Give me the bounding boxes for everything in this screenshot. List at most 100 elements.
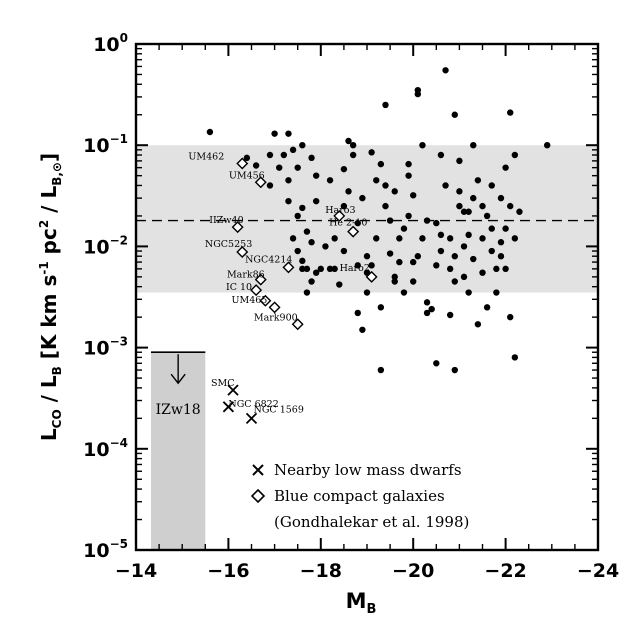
data-point-circle (460, 208, 468, 215)
data-point-circle (479, 269, 486, 276)
data-point-diamond (347, 225, 360, 238)
data-point-circle (516, 208, 523, 215)
data-point-circle (470, 255, 477, 263)
data-point-circle (437, 247, 445, 255)
data-point-circle (382, 182, 389, 189)
y-tick-label: 10−1 (83, 132, 128, 157)
data-point-circle (502, 225, 509, 232)
data-point-circle (373, 177, 380, 184)
data-point-circle (483, 212, 491, 220)
shaded-band (136, 145, 598, 293)
data-point-circle (308, 278, 315, 285)
data-points-layer (206, 67, 551, 424)
point-label: SMC (211, 378, 235, 389)
data-point-diamond (291, 318, 304, 331)
point-label: IC 10 (226, 282, 252, 293)
x-tick-label: −22 (484, 560, 526, 582)
data-point-circle (308, 239, 315, 246)
y-tick-label: 10−4 (83, 436, 128, 461)
data-point-circle (299, 204, 306, 212)
data-point-circle (419, 142, 426, 149)
data-point-circle (312, 172, 320, 179)
data-point-circle (488, 247, 495, 255)
data-point-circle (507, 109, 514, 116)
data-point-circle (299, 257, 306, 265)
data-point-circle (497, 239, 505, 246)
y-tick-label: 100 (93, 31, 128, 56)
data-point-circle (405, 160, 412, 168)
shaded-band-layer (136, 145, 598, 293)
y-tick-label: 10−5 (83, 537, 128, 562)
legend: Nearby low mass dwarfs Blue compact galax… (250, 461, 469, 531)
data-point-circle (340, 247, 348, 255)
data-point-circle (470, 194, 477, 202)
data-point-circle (308, 154, 315, 162)
data-point-circle (243, 154, 251, 162)
data-point-cross (222, 401, 235, 413)
data-point-circle (433, 262, 440, 269)
data-point-circle (497, 194, 505, 202)
data-point-circle (331, 265, 338, 273)
data-point-circle (317, 265, 324, 273)
data-point-circle (391, 273, 398, 281)
data-point-circle (354, 309, 361, 317)
data-point-circle (303, 265, 311, 273)
data-point-circle (474, 321, 482, 328)
data-point-circle (299, 142, 306, 149)
data-point-circle (363, 289, 371, 296)
data-point-circle (451, 111, 458, 118)
data-point-circle (303, 289, 311, 296)
data-point-circle (377, 304, 385, 311)
data-point-circle (391, 188, 398, 195)
data-point-circle (345, 188, 352, 195)
data-point-circle (423, 299, 431, 306)
data-point-diamond (231, 221, 244, 234)
data-point-circle (488, 182, 495, 189)
point-label: UM462 (188, 151, 224, 162)
data-point-circle (497, 253, 505, 260)
data-point-diamond (282, 261, 295, 274)
data-point-circle (386, 250, 394, 257)
data-point-circle (382, 101, 389, 109)
data-point-circle (386, 217, 394, 224)
y-axis-label: LCO / LB [K km s-1 pc2 / LB,⊙] (37, 153, 64, 441)
data-point-circle (465, 208, 472, 215)
data-point-circle (543, 142, 551, 149)
data-point-circle (294, 247, 301, 255)
data-point-circle (446, 311, 454, 319)
data-point-circle (502, 265, 509, 273)
data-point-circle (354, 219, 361, 227)
data-point-circle (414, 253, 422, 260)
data-point-circle (442, 67, 449, 74)
data-point-circle (285, 130, 292, 137)
data-point-circle (451, 366, 458, 374)
data-point-circle (340, 202, 348, 210)
data-point-circle (280, 151, 288, 159)
point-label: He 2-10 (329, 218, 367, 229)
x-tick-label: −18 (300, 560, 342, 582)
data-point-circle (488, 225, 495, 232)
data-point-circle (507, 202, 514, 210)
data-point-circle (359, 326, 366, 333)
legend-diamond-marker (250, 488, 266, 504)
data-point-circle (396, 258, 403, 266)
data-point-circle (349, 151, 357, 159)
data-point-circle (423, 217, 431, 224)
data-point-circle (331, 235, 338, 242)
point-label: IIZw40 (209, 215, 243, 226)
data-point-circle (363, 269, 371, 276)
data-point-circle (377, 160, 385, 168)
data-point-circle (437, 231, 445, 239)
data-point-circle (507, 313, 514, 321)
data-point-circle (446, 265, 454, 273)
data-point-circle (340, 165, 348, 173)
point-label: UM456 (229, 170, 265, 181)
data-point-diamond (254, 273, 267, 286)
data-point-circle (460, 273, 468, 281)
point-label: NGC5253 (205, 239, 252, 250)
data-point-circle (465, 289, 472, 296)
point-label: NGC 1569 (254, 404, 304, 415)
y-tick-label: 10−2 (83, 233, 128, 258)
data-point-circle (502, 164, 509, 171)
